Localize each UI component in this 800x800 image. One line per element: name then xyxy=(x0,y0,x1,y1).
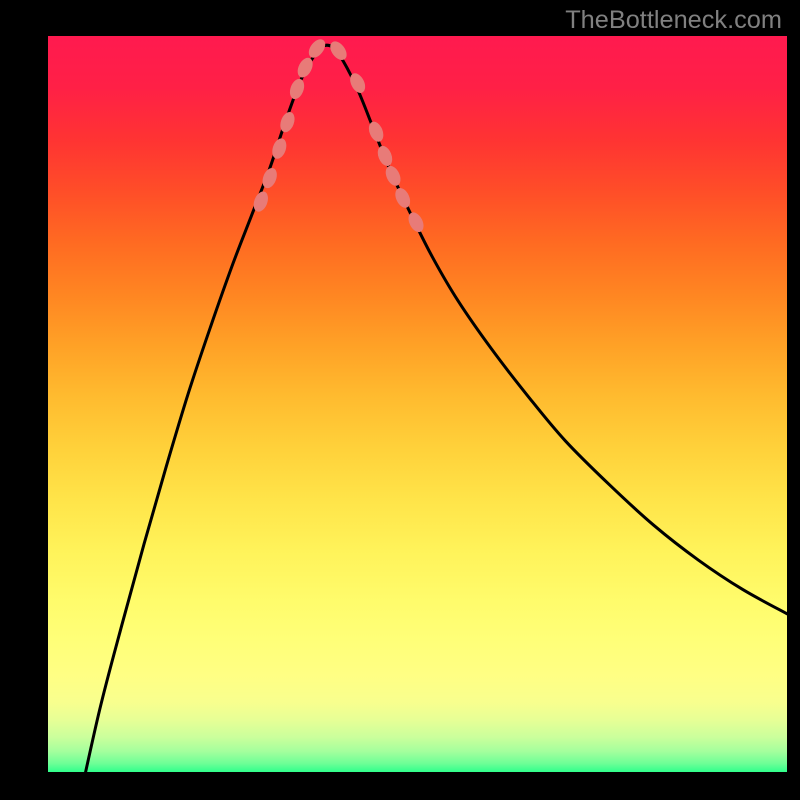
plot-area xyxy=(48,36,787,772)
watermark-text: TheBottleneck.com xyxy=(565,6,782,35)
plot-svg xyxy=(48,36,787,772)
gradient-background xyxy=(48,36,787,772)
